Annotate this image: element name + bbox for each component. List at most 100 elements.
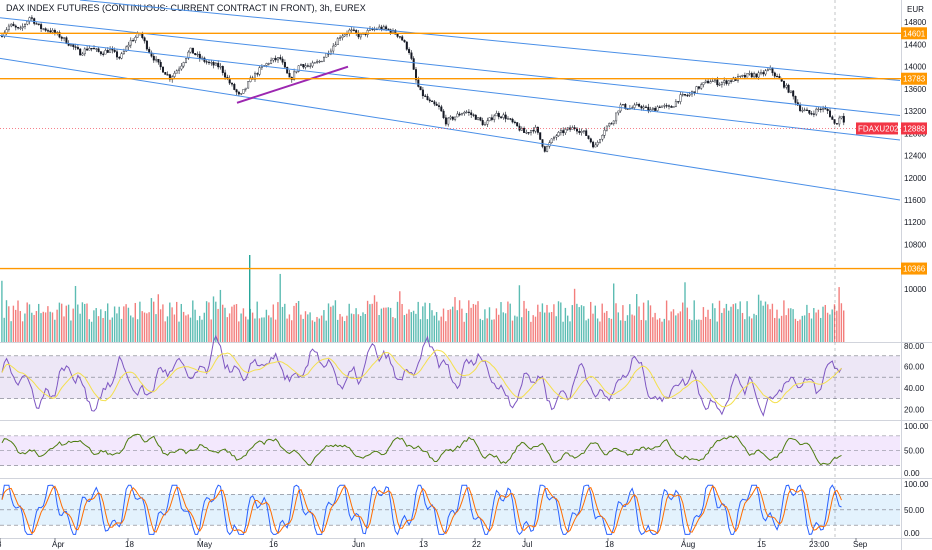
- volume-bar: [578, 307, 580, 342]
- candle-body: [530, 130, 533, 133]
- candle-body: [509, 118, 512, 120]
- volume-bar: [33, 314, 35, 342]
- volume-bar: [19, 311, 21, 342]
- candle-body: [166, 74, 169, 76]
- candle-body: [274, 57, 277, 61]
- price-tick-1: 14400: [904, 40, 927, 49]
- volume-bar: [610, 318, 613, 342]
- candle-body: [532, 130, 535, 132]
- volume-bar: [548, 312, 550, 342]
- volume-bar: [350, 313, 353, 342]
- volume-bar: [783, 300, 785, 342]
- candle-body: [115, 51, 118, 58]
- volume-bar: [130, 315, 132, 342]
- volume-bar: [739, 301, 741, 342]
- volume-bar: [688, 319, 691, 342]
- volume-bar: [169, 302, 171, 342]
- symbol-tag-bg: [856, 122, 898, 135]
- volume-bar: [707, 309, 709, 342]
- volume-bar: [323, 310, 325, 342]
- candle-body: [665, 105, 668, 107]
- candle-body: [714, 79, 717, 82]
- candle-body: [141, 33, 144, 38]
- volume-bar: [541, 303, 544, 342]
- candle-body: [663, 105, 666, 107]
- volume-bar: [461, 308, 463, 342]
- volume-bar: [636, 294, 638, 342]
- candle-body: [642, 106, 645, 109]
- candle-body: [385, 26, 388, 30]
- candle-body: [175, 70, 178, 74]
- candle-body: [481, 120, 484, 126]
- candle-body: [49, 30, 52, 33]
- candle-body: [824, 108, 827, 110]
- volume-bar: [810, 318, 813, 342]
- volume-bar: [794, 318, 797, 342]
- candle-body: [258, 67, 261, 75]
- volume-bar: [371, 303, 373, 342]
- candle-body: [486, 120, 489, 125]
- candles: [1, 15, 845, 153]
- volume-bar: [603, 312, 606, 342]
- candle-body: [152, 55, 155, 61]
- candle-body: [438, 105, 441, 107]
- candle-body: [479, 117, 482, 121]
- candle-body: [339, 37, 342, 39]
- volume-bar: [5, 300, 8, 342]
- candle-body: [316, 61, 319, 63]
- volume-bar: [77, 304, 79, 342]
- volume-bar: [385, 307, 387, 342]
- volume-bar: [587, 318, 590, 342]
- price-tick-9: 11200: [904, 218, 926, 227]
- volume-bar: [194, 309, 196, 342]
- candle-body: [831, 116, 834, 120]
- volume-bar: [829, 314, 831, 342]
- volume-bar: [63, 316, 65, 342]
- volume-bar: [629, 304, 631, 342]
- candle-body: [323, 57, 326, 62]
- rsi-tick-3: 20.00: [904, 405, 925, 414]
- candle-body: [415, 69, 418, 81]
- volume-bar: [373, 295, 376, 342]
- candle-body: [424, 95, 427, 97]
- candle-body: [127, 44, 130, 48]
- candle-body: [240, 93, 243, 95]
- candle-body: [587, 135, 590, 139]
- volume-bar: [65, 305, 67, 342]
- candle-body: [465, 111, 468, 113]
- candle-body: [325, 53, 328, 58]
- volume-bar: [813, 308, 815, 342]
- volume-bar: [465, 312, 468, 342]
- volume-bar: [406, 313, 408, 342]
- volume-bar: [824, 304, 826, 342]
- candle-body: [88, 47, 91, 51]
- volume-bar: [564, 307, 567, 342]
- volume-bar: [42, 311, 44, 342]
- candle-body: [10, 23, 13, 27]
- candle-body: [42, 28, 45, 30]
- candle-body: [488, 117, 491, 122]
- candle-body: [599, 139, 602, 143]
- candle-body: [707, 80, 710, 84]
- time-tick-3: May: [197, 540, 212, 549]
- volume-bar: [178, 321, 180, 342]
- volume-bar: [728, 310, 730, 342]
- volume-bar: [498, 314, 500, 342]
- price-tick-3: 13600: [904, 85, 927, 94]
- volume-bar: [86, 303, 88, 342]
- candle-body: [668, 105, 671, 107]
- volume-bar: [544, 312, 546, 342]
- candle-body: [99, 51, 102, 55]
- candle-body: [304, 65, 307, 68]
- volume-bar: [695, 319, 698, 342]
- volume-bar: [235, 304, 238, 342]
- candle-body: [5, 29, 8, 33]
- candle-body: [594, 144, 597, 148]
- volume-bar: [546, 304, 548, 342]
- volume-bar: [97, 316, 100, 342]
- volume-bar: [785, 315, 787, 342]
- candle-body: [198, 53, 201, 59]
- candle-body: [217, 62, 220, 68]
- candle-body: [762, 72, 765, 75]
